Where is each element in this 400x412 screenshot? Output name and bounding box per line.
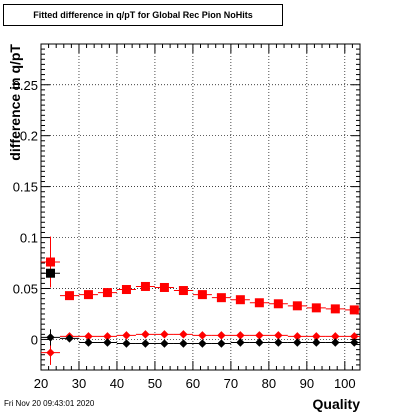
plot-area — [41, 44, 360, 370]
data-point-square — [216, 293, 226, 303]
data-point-square — [64, 291, 74, 301]
data-point-diamond — [236, 338, 245, 347]
data-point-square — [197, 290, 207, 300]
data-point-diamond — [274, 338, 283, 347]
data-point-diamond — [160, 339, 169, 348]
data-point-square — [273, 299, 283, 309]
x-tick-label: 50 — [148, 376, 162, 391]
data-point-diamond — [46, 333, 55, 342]
data-point-diamond — [198, 339, 207, 348]
data-point-diamond — [331, 338, 340, 347]
data-point-diamond — [179, 339, 188, 348]
data-point-diamond — [350, 338, 359, 347]
data-point-diamond — [141, 330, 150, 339]
y-tick-label: 0.05 — [13, 282, 38, 297]
data-point-diamond — [103, 338, 112, 347]
chart-title-box: Fitted difference in q/pT for Global Rec… — [3, 4, 283, 26]
chart-title: Fitted difference in q/pT for Global Rec… — [33, 10, 253, 20]
y-tick-label: 0.25 — [13, 78, 38, 93]
data-point-diamond — [122, 331, 131, 340]
data-point-diamond — [255, 338, 264, 347]
data-point-square — [45, 257, 55, 267]
data-point-square — [45, 268, 55, 278]
data-point-square — [292, 301, 302, 311]
x-tick-label: 70 — [224, 376, 238, 391]
data-point-diamond — [293, 332, 302, 341]
x-tick-label: 30 — [72, 376, 86, 391]
data-point-diamond — [160, 330, 169, 339]
timestamp-footer: Fri Nov 20 09:43:01 2020 — [4, 399, 95, 408]
data-point-diamond — [312, 332, 321, 341]
data-point-square — [121, 285, 131, 295]
series-1 — [41, 268, 60, 278]
data-point-diamond — [84, 338, 93, 347]
x-tick-label: 80 — [262, 376, 276, 391]
data-point-square — [140, 281, 150, 291]
y-axis-label: difference in q/pT — [7, 44, 23, 161]
data-point-square — [178, 286, 188, 296]
data-point-square — [102, 288, 112, 298]
data-point-diamond — [255, 331, 264, 340]
data-point-diamond — [46, 348, 55, 357]
data-point-diamond — [274, 331, 283, 340]
x-tick-label: 40 — [110, 376, 124, 391]
data-point-diamond — [293, 338, 302, 347]
series-0 — [41, 236, 360, 315]
x-tick-label: 60 — [186, 376, 200, 391]
y-tick-label: 0.1 — [20, 231, 38, 246]
data-point-diamond — [312, 338, 321, 347]
data-point-square — [311, 303, 321, 313]
y-tick-label: 0 — [31, 332, 38, 347]
data-point-square — [235, 295, 245, 305]
y-tick-label: 0.15 — [13, 180, 38, 195]
data-point-diamond — [217, 331, 226, 340]
data-point-diamond — [217, 339, 226, 348]
data-point-diamond — [198, 331, 207, 340]
data-point-diamond — [65, 334, 74, 343]
x-axis-label: Quality — [313, 396, 361, 412]
data-point-diamond — [331, 332, 340, 341]
x-tick-label: 20 — [34, 376, 48, 391]
data-point-diamond — [179, 330, 188, 339]
data-point-diamond — [350, 332, 359, 341]
data-point-square — [330, 304, 340, 314]
data-point-diamond — [141, 339, 150, 348]
data-point-diamond — [84, 332, 93, 341]
x-tick-label: 90 — [300, 376, 314, 391]
data-point-diamond — [122, 339, 131, 348]
data-point-square — [83, 290, 93, 300]
data-point-square — [159, 282, 169, 292]
series-3 — [41, 329, 360, 348]
data-point-square — [254, 298, 264, 308]
x-tick-label: 100 — [334, 376, 356, 391]
data-point-diamond — [103, 332, 112, 341]
data-point-diamond — [236, 331, 245, 340]
y-tick-label: 0.2 — [20, 129, 38, 144]
data-point-square — [349, 305, 359, 315]
